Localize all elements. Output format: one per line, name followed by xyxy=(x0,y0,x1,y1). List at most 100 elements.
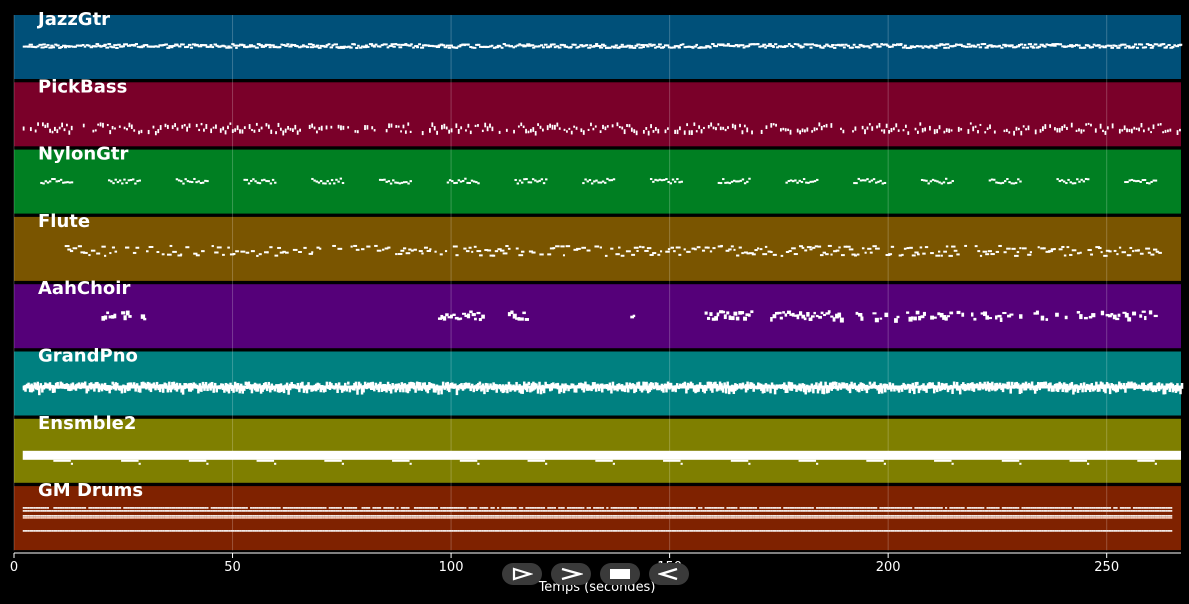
note xyxy=(866,517,869,519)
note xyxy=(1065,507,1068,509)
note xyxy=(1096,44,1101,47)
note xyxy=(97,515,100,517)
note xyxy=(724,128,727,132)
note xyxy=(1102,129,1104,133)
note xyxy=(284,510,288,512)
note xyxy=(191,517,194,519)
note xyxy=(853,515,856,517)
note xyxy=(118,125,121,128)
note xyxy=(818,315,822,319)
note xyxy=(995,515,998,517)
note xyxy=(123,385,127,393)
note xyxy=(820,517,823,519)
note xyxy=(713,44,716,47)
note xyxy=(792,507,795,509)
note xyxy=(691,130,693,135)
note xyxy=(724,517,727,519)
note xyxy=(1054,127,1056,131)
note xyxy=(1063,45,1067,48)
note xyxy=(1076,517,1079,519)
note xyxy=(919,45,923,48)
note xyxy=(673,530,677,532)
note xyxy=(595,507,598,509)
note xyxy=(568,127,571,130)
note xyxy=(311,530,314,532)
note xyxy=(518,43,522,46)
note xyxy=(346,515,349,517)
note xyxy=(177,515,181,517)
note xyxy=(46,122,49,128)
note xyxy=(984,46,989,49)
note xyxy=(843,245,848,248)
note xyxy=(1080,507,1083,509)
note xyxy=(581,45,585,48)
note xyxy=(437,44,442,47)
note xyxy=(347,126,350,129)
note xyxy=(982,250,988,253)
note xyxy=(348,517,351,519)
note xyxy=(1179,43,1183,46)
note xyxy=(488,45,492,48)
note xyxy=(807,507,810,509)
note xyxy=(316,246,320,249)
note xyxy=(587,128,590,131)
note xyxy=(663,515,666,517)
note xyxy=(897,385,901,393)
note xyxy=(492,46,497,49)
note xyxy=(1159,515,1162,517)
note xyxy=(1153,43,1157,46)
note xyxy=(571,530,574,532)
note xyxy=(1107,383,1110,387)
note xyxy=(385,510,388,512)
note xyxy=(531,507,535,509)
note xyxy=(293,510,296,512)
note xyxy=(48,180,52,183)
note xyxy=(1115,515,1118,517)
note xyxy=(1012,182,1016,185)
note xyxy=(703,126,705,130)
note xyxy=(134,507,137,509)
note xyxy=(620,43,624,46)
note xyxy=(465,129,467,132)
note xyxy=(798,245,803,248)
note xyxy=(794,515,797,517)
note xyxy=(152,45,156,48)
note xyxy=(713,510,716,512)
note xyxy=(330,125,333,129)
note xyxy=(132,178,135,181)
note xyxy=(145,507,148,509)
note xyxy=(1179,386,1182,395)
note xyxy=(1052,385,1055,392)
note xyxy=(999,182,1003,185)
note xyxy=(741,510,744,512)
note xyxy=(1072,385,1075,395)
note xyxy=(462,312,467,315)
note xyxy=(1076,311,1081,314)
note xyxy=(1152,510,1155,512)
note xyxy=(1156,510,1160,512)
note xyxy=(70,530,74,532)
note xyxy=(1078,180,1081,183)
note xyxy=(219,507,222,509)
note xyxy=(102,122,104,128)
note xyxy=(1102,510,1105,512)
note xyxy=(532,127,535,132)
note xyxy=(518,517,522,519)
note xyxy=(77,510,80,512)
note xyxy=(760,45,765,48)
note xyxy=(34,46,38,49)
note xyxy=(528,44,532,47)
note xyxy=(894,515,897,517)
note xyxy=(328,510,331,512)
note xyxy=(811,180,815,183)
note xyxy=(806,127,809,132)
note xyxy=(462,515,465,517)
note xyxy=(1143,517,1147,519)
note xyxy=(728,507,731,509)
note xyxy=(1137,179,1140,182)
note xyxy=(223,510,226,512)
note xyxy=(1012,46,1016,49)
note xyxy=(754,530,758,532)
note xyxy=(851,507,854,509)
note xyxy=(1130,178,1134,181)
